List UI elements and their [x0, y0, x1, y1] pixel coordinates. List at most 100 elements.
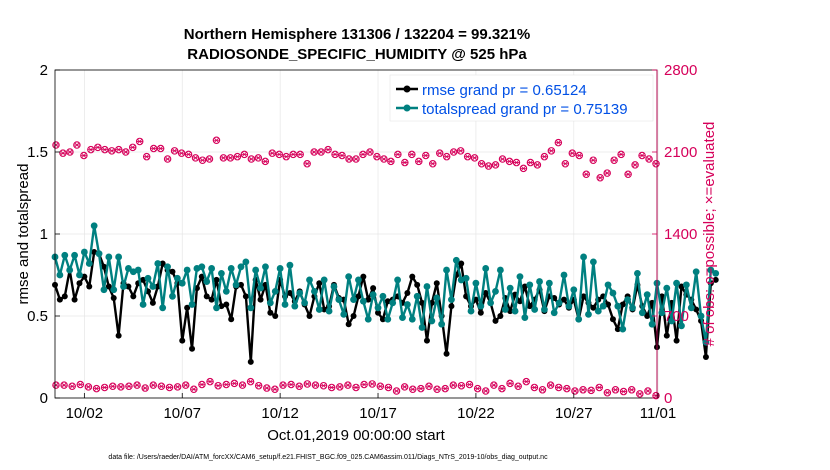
totalspread-point: [565, 302, 573, 310]
rmse-point: [208, 296, 215, 303]
obs-point-cross: [385, 384, 392, 391]
obs-point-cross: [280, 382, 287, 388]
totalspread-point: [604, 281, 612, 289]
obs-possible-point: [101, 145, 109, 154]
rmse-point: [375, 309, 382, 316]
obs-point-cross: [571, 388, 578, 394]
obs-possible-point: [422, 151, 430, 160]
obs-evaluated-point: [571, 387, 579, 395]
legend-label-rmse: rmse grand pr = 0.65124: [422, 82, 587, 99]
obs-point-circle: [589, 156, 597, 164]
obs-point-circle: [442, 152, 451, 161]
obs-point-circle: [392, 387, 401, 395]
totalspread-point: [203, 278, 211, 285]
obs-point-circle: [52, 381, 60, 389]
obs-point-cross: [436, 150, 443, 156]
obs-point-circle: [181, 381, 190, 389]
obs-point-circle: [400, 383, 409, 391]
totalspread-point: [227, 265, 235, 272]
obs-point-cross: [450, 382, 457, 388]
obs-evaluated-point: [554, 383, 563, 392]
obs-point-circle: [360, 380, 368, 389]
obs-point-cross: [380, 156, 387, 162]
obs-point-circle: [611, 386, 620, 394]
totalspread-point: [643, 291, 651, 299]
obs-possible-point: [449, 148, 458, 156]
legend-marker-totalspread: [403, 104, 411, 112]
rmse-point: [609, 316, 616, 323]
obs-point-circle: [122, 148, 130, 156]
obs-point-circle: [465, 380, 474, 389]
obs-evaluated-point: [376, 382, 385, 391]
obs-possible-point: [484, 162, 493, 170]
obs-point-circle: [226, 154, 235, 162]
obs-point-cross: [87, 147, 94, 153]
obs-point-cross: [255, 383, 262, 389]
totalspread-point: [501, 306, 509, 313]
obs-point-cross: [457, 148, 464, 154]
obs-point-cross: [569, 150, 576, 156]
obs-point-circle: [66, 148, 74, 156]
obs-possible-point: [149, 144, 158, 153]
obs-point-cross: [506, 158, 513, 164]
obs-point-cross: [490, 382, 497, 388]
totalspread-point: [521, 314, 529, 322]
obs-point-cross: [171, 148, 178, 154]
obs-point-circle: [149, 144, 158, 153]
totalspread-point: [232, 281, 240, 289]
obs-point-cross: [332, 151, 339, 157]
obs-possible-point: [184, 150, 193, 159]
obs-point-cross: [393, 388, 400, 394]
obs-possible-point: [547, 147, 556, 155]
obs-point-circle: [394, 150, 402, 159]
obs-point-circle: [422, 151, 430, 160]
totalspread-point: [340, 310, 348, 318]
obs-point-circle: [547, 147, 556, 155]
rmse-point: [257, 296, 264, 303]
obs-point-circle: [522, 377, 531, 386]
obs-possible-point: [94, 143, 102, 152]
obs-point-circle: [212, 136, 221, 145]
obs-possible-point: [645, 155, 653, 163]
rmse-point: [184, 304, 191, 311]
obs-evaluated-point: [611, 386, 620, 394]
obs-possible-point: [526, 158, 535, 167]
y-tick-label-right: 0: [664, 390, 672, 407]
totalspread-point: [403, 301, 411, 308]
y-tick-label-right: 700: [664, 308, 689, 325]
obs-evaluated-point: [149, 381, 158, 389]
totalspread-point: [462, 274, 470, 282]
y-tick-label-right: 1400: [664, 226, 697, 243]
obs-point-circle: [652, 159, 660, 168]
obs-point-circle: [177, 149, 186, 157]
obs-evaluated-point: [652, 391, 660, 400]
obs-evaluated-point: [84, 383, 93, 391]
totalspread-point: [673, 279, 680, 287]
obs-evaluated-point: [619, 387, 628, 396]
obs-possible-point: [163, 155, 172, 163]
totalspread-point: [541, 306, 548, 313]
obs-point-cross: [283, 154, 290, 160]
totalspread-point: [310, 288, 318, 295]
obs-point-circle: [246, 377, 255, 386]
totalspread-point: [516, 273, 524, 281]
obs-point-cross: [442, 386, 449, 392]
obs-point-circle: [619, 387, 628, 396]
obs-point-circle: [409, 385, 417, 393]
totalspread-point: [61, 251, 69, 259]
totalspread-point: [550, 309, 558, 317]
totalspread-point: [712, 269, 720, 277]
obs-evaluated-point: [92, 384, 101, 393]
totalspread-point: [594, 307, 602, 315]
obs-point-circle: [470, 154, 479, 162]
obs-point-cross: [425, 383, 432, 389]
totalspread-point: [619, 325, 627, 333]
obs-point-circle: [352, 383, 360, 392]
rmse-point: [379, 316, 386, 323]
totalspread-point: [115, 253, 123, 261]
totalspread-point: [149, 283, 157, 290]
obs-evaluated-point: [238, 381, 247, 389]
rmse-point: [482, 290, 489, 297]
totalspread-point: [555, 299, 563, 307]
obs-possible-point: [233, 152, 242, 161]
